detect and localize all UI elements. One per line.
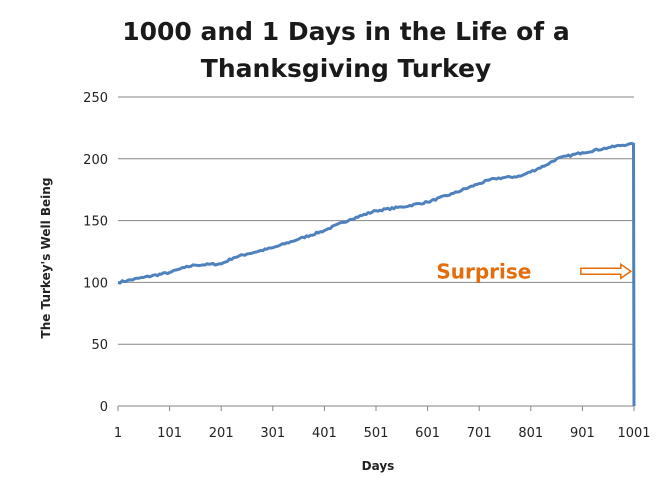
y-tick-label: 250: [83, 91, 108, 106]
x-tick-label: 901: [570, 426, 595, 441]
x-tick-label: 1: [114, 426, 122, 441]
gridlines: [118, 96, 634, 345]
y-axis-ticks: 0 50 100 150 200 250: [83, 91, 108, 415]
y-axis-label: The Turkey's Well Being: [39, 178, 53, 339]
x-tick-label: 601: [415, 426, 440, 441]
x-tick-label: 701: [467, 426, 492, 441]
x-tick-label: 101: [157, 426, 182, 441]
y-tick-label: 150: [83, 215, 108, 230]
surprise-label: Surprise: [436, 259, 531, 283]
y-tick-label: 200: [83, 153, 108, 168]
x-axis-ticks: 1 101 201 301 401 501 601 701 801 901 1001: [114, 406, 651, 441]
x-tick-label: 301: [260, 426, 285, 441]
y-tick-label: 0: [100, 400, 108, 415]
chart-title-line-2: Thanksgiving Turkey: [201, 54, 491, 83]
x-tick-label: 201: [209, 426, 234, 441]
x-tick-label: 401: [312, 426, 337, 441]
y-tick-label: 50: [91, 338, 108, 353]
x-tick-label: 1001: [617, 426, 650, 441]
surprise-annotation: Surprise: [436, 259, 633, 283]
chart-title-line-1: 1000 and 1 Days in the Life of a: [122, 17, 570, 46]
x-tick-label: 501: [364, 426, 389, 441]
y-tick-label: 100: [83, 276, 108, 291]
arrow-right-icon: [580, 262, 633, 280]
series-line: [117, 141, 636, 407]
x-tick-label: 801: [518, 426, 543, 441]
x-axis-label: Days: [362, 459, 395, 473]
